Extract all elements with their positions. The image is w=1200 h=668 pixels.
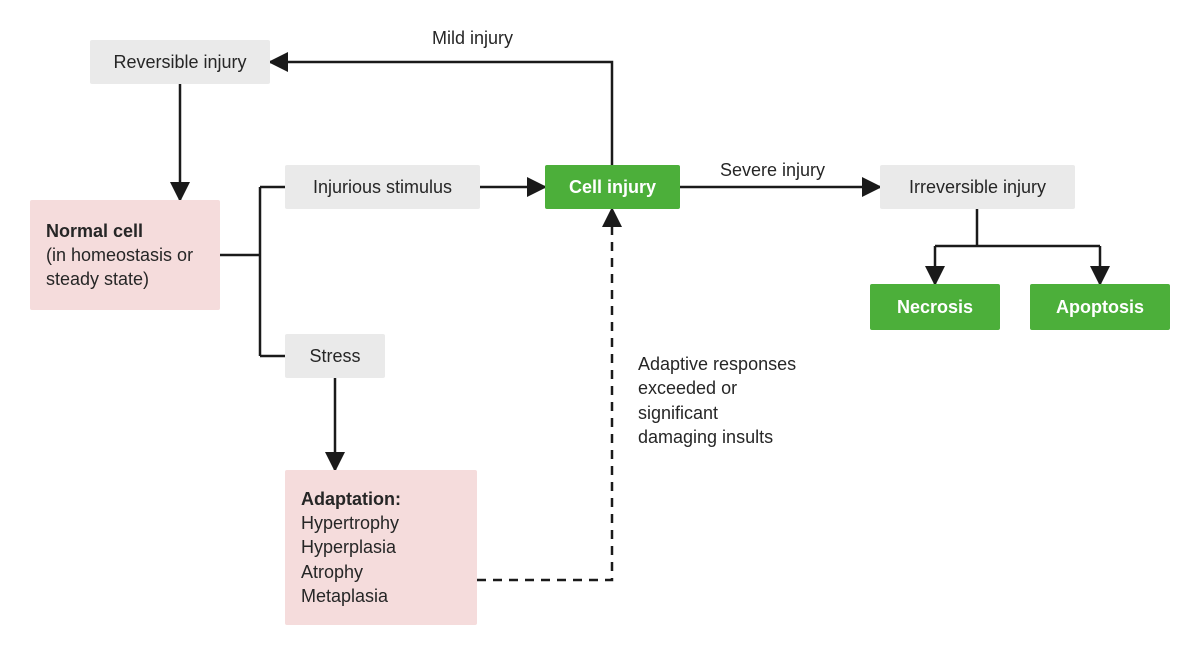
edge-cellinjury-to-reversible	[270, 62, 612, 165]
node-reversible-injury: Reversible injury	[90, 40, 270, 84]
node-stress: Stress	[285, 334, 385, 378]
adaptation-item: Atrophy	[301, 560, 461, 584]
edge-adaptation-to-cellinjury	[477, 209, 612, 580]
adaptation-item: Hyperplasia	[301, 535, 461, 559]
node-subtitle: (in homeostasis or steady state)	[46, 243, 204, 292]
edge-label-mild-injury: Mild injury	[432, 26, 513, 50]
node-title: Normal cell	[46, 219, 204, 243]
node-label: Irreversible injury	[909, 177, 1046, 198]
diagram-edges	[0, 0, 1200, 668]
node-injurious-stimulus: Injurious stimulus	[285, 165, 480, 209]
node-label: Reversible injury	[113, 52, 246, 73]
node-adaptation: Adaptation: Hypertrophy Hyperplasia Atro…	[285, 470, 477, 625]
node-cell-injury: Cell injury	[545, 165, 680, 209]
node-label: Cell injury	[569, 177, 656, 198]
edge-normal-branch	[220, 187, 260, 356]
edge-label-severe-injury: Severe injury	[720, 158, 825, 182]
node-apoptosis: Apoptosis	[1030, 284, 1170, 330]
node-label: Stress	[309, 346, 360, 367]
adaptation-item: Metaplasia	[301, 584, 461, 608]
node-label: Injurious stimulus	[313, 177, 452, 198]
node-normal-cell: Normal cell (in homeostasis or steady st…	[30, 200, 220, 310]
node-label: Necrosis	[897, 297, 973, 318]
adaptation-item: Hypertrophy	[301, 511, 461, 535]
edge-label-adaptive-responses: Adaptive responses exceeded or significa…	[638, 352, 796, 449]
node-irreversible-injury: Irreversible injury	[880, 165, 1075, 209]
node-necrosis: Necrosis	[870, 284, 1000, 330]
node-label: Apoptosis	[1056, 297, 1144, 318]
node-title: Adaptation:	[301, 487, 461, 511]
